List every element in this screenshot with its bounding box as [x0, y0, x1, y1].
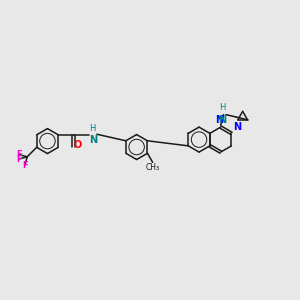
Text: H: H: [89, 124, 96, 133]
Text: N: N: [218, 115, 226, 125]
Text: F: F: [16, 150, 21, 159]
Text: N: N: [215, 115, 223, 125]
Text: CH₃: CH₃: [146, 164, 160, 172]
Text: N: N: [233, 122, 241, 132]
Text: O: O: [74, 140, 82, 150]
Text: H: H: [219, 103, 225, 112]
Text: N: N: [89, 135, 98, 146]
Text: F: F: [16, 154, 21, 164]
Text: F: F: [22, 161, 28, 170]
